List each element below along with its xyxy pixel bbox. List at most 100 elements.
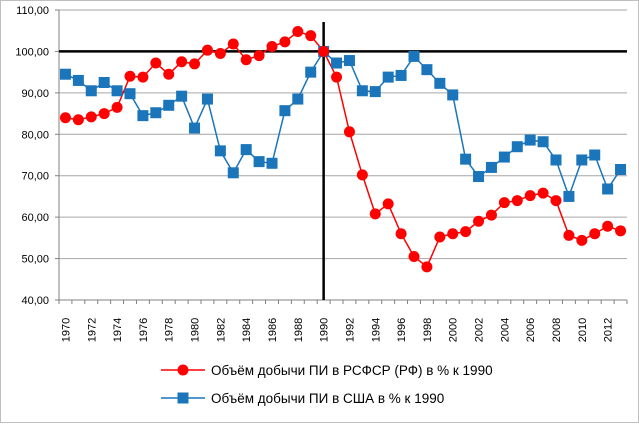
data-point-rsfsr: [111, 101, 123, 113]
data-point-usa: [473, 171, 485, 183]
data-point-rsfsr: [305, 30, 317, 42]
data-point-rsfsr: [266, 40, 278, 52]
data-point-usa: [59, 68, 71, 80]
data-point-usa: [550, 154, 562, 166]
data-point-rsfsr: [72, 114, 84, 126]
y-tick-labels: 40,00 50,00 60,00 70,00 80,00 90,00 100,00 110,…: [15, 5, 49, 307]
data-point-usa: [266, 157, 278, 169]
x-tick-label: 2000: [448, 318, 460, 342]
x-tick-label: 1990: [319, 318, 331, 342]
data-point-rsfsr: [98, 108, 110, 120]
data-point-usa: [137, 110, 149, 122]
data-point-usa: [356, 85, 368, 97]
data-point-rsfsr: [434, 231, 446, 243]
data-point-usa: [369, 86, 381, 98]
legend-item-usa: Объём добычи ПИ в США в % к 1990: [161, 387, 444, 409]
data-point-usa: [343, 55, 355, 67]
data-point-usa: [563, 190, 575, 202]
data-point-rsfsr: [343, 126, 355, 138]
data-point-usa: [85, 85, 97, 97]
data-point-usa: [382, 71, 394, 83]
data-point-rsfsr: [498, 197, 510, 209]
x-tick-label: 1978: [164, 318, 176, 342]
data-point-rsfsr: [292, 26, 304, 38]
data-point-rsfsr: [176, 56, 188, 68]
data-point-usa: [240, 144, 252, 156]
legend-swatch-rsfsr: [161, 364, 205, 376]
x-tick-label: 1984: [241, 318, 253, 342]
x-tick-label: 2012: [603, 318, 615, 342]
data-point-rsfsr: [137, 71, 149, 83]
x-tick-label: 1996: [396, 318, 408, 342]
x-tick-label: 2004: [499, 318, 511, 342]
x-tick-label: 2002: [474, 318, 486, 342]
data-point-usa: [602, 183, 614, 195]
x-tick-label: 1970: [60, 318, 72, 342]
data-point-rsfsr: [408, 251, 420, 262]
data-point-usa: [395, 69, 407, 81]
x-tick-label: 1972: [86, 318, 98, 342]
x-tick-label: 1974: [112, 318, 124, 342]
data-point-usa: [292, 93, 304, 105]
y-tick-label: 60,00: [21, 212, 49, 224]
legend-label-rsfsr: Объём добычи ПИ в РСФСР (РФ) в % к 1990: [211, 362, 493, 378]
x-tick-labels: 1970 1972 1974 1976 1978 1980 1982 1984 1986 1988…: [60, 318, 614, 342]
y-tick-label: 50,00: [21, 254, 49, 266]
gridlines: [59, 9, 627, 260]
data-point-rsfsr: [356, 169, 368, 181]
markers-layer: [59, 26, 627, 273]
series-line-rsfsr: [65, 30, 621, 269]
x-tick-label: 1992: [344, 318, 356, 342]
x-tick-label: 1988: [293, 318, 305, 342]
data-point-rsfsr: [447, 228, 459, 240]
data-point-rsfsr: [331, 71, 343, 83]
data-point-rsfsr: [589, 228, 601, 240]
data-point-usa: [511, 141, 523, 153]
data-point-rsfsr: [524, 190, 536, 202]
x-tick-label: 1976: [138, 318, 150, 342]
data-point-rsfsr: [615, 225, 627, 237]
data-point-usa: [253, 156, 265, 168]
data-point-rsfsr: [150, 57, 162, 69]
data-point-rsfsr: [124, 70, 136, 82]
data-point-rsfsr: [382, 198, 394, 210]
data-point-rsfsr: [279, 36, 291, 48]
data-point-rsfsr: [395, 228, 407, 240]
data-point-usa: [124, 88, 136, 100]
data-point-rsfsr: [189, 58, 201, 70]
data-point-rsfsr: [485, 209, 497, 221]
data-point-usa: [189, 122, 201, 134]
y-tick-label: 90,00: [21, 88, 49, 100]
legend-item-rsfsr: Объём добычи ПИ в РСФСР (РФ) в % к 1990: [161, 359, 493, 381]
data-point-usa: [421, 64, 433, 76]
data-point-usa: [111, 85, 123, 97]
x-tick-label: 1998: [422, 318, 434, 342]
data-point-rsfsr: [563, 229, 575, 241]
series-layer: [65, 30, 622, 269]
y-tick-label: 70,00: [21, 171, 49, 183]
data-point-usa: [227, 167, 239, 179]
data-point-rsfsr: [253, 50, 265, 62]
data-point-rsfsr: [163, 68, 175, 80]
x-tick-label: 2010: [577, 318, 589, 342]
data-point-usa: [498, 151, 510, 163]
data-point-usa: [214, 145, 226, 157]
data-point-usa: [485, 161, 497, 173]
x-tick-label: 1994: [370, 318, 382, 342]
data-point-usa: [176, 90, 188, 102]
data-point-usa: [201, 93, 213, 105]
data-point-rsfsr: [473, 215, 485, 227]
data-point-rsfsr: [369, 208, 381, 220]
data-point-rsfsr: [201, 44, 213, 56]
data-point-usa: [537, 136, 549, 148]
data-point-usa: [279, 105, 291, 117]
data-point-usa: [589, 149, 601, 161]
series-line-usa: [65, 50, 622, 199]
data-point-rsfsr: [227, 38, 239, 50]
data-point-usa: [150, 107, 162, 119]
y-tick-label: 80,00: [21, 129, 49, 141]
data-point-usa: [98, 77, 110, 88]
data-point-usa: [163, 99, 175, 111]
data-point-usa: [524, 134, 536, 146]
